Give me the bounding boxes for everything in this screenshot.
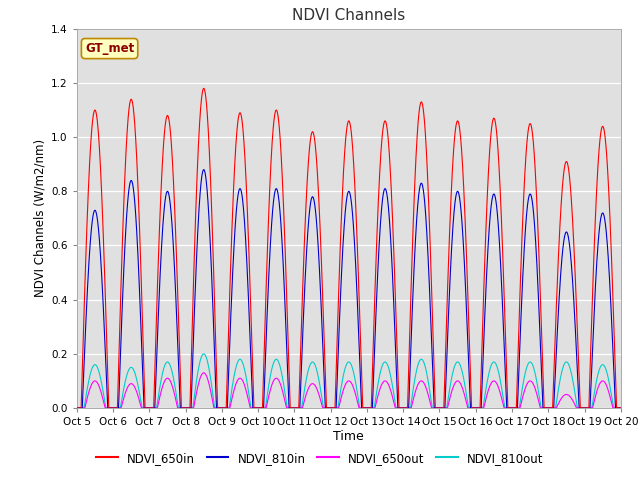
NDVI_810in xyxy=(189,343,197,349)
X-axis label: Time: Time xyxy=(333,430,364,443)
NDVI_650out xyxy=(184,405,191,411)
NDVI_810in xyxy=(501,367,509,372)
NDVI_650in xyxy=(424,180,431,185)
NDVI_650in xyxy=(615,405,623,411)
NDVI_810out xyxy=(73,405,81,411)
NDVI_650in xyxy=(73,405,81,411)
NDVI_810out xyxy=(501,405,509,411)
NDVI_650in xyxy=(617,405,625,411)
NDVI_650in xyxy=(501,322,509,328)
Legend: NDVI_650in, NDVI_810in, NDVI_650out, NDVI_810out: NDVI_650in, NDVI_810in, NDVI_650out, NDV… xyxy=(92,447,548,469)
NDVI_650out xyxy=(276,382,284,387)
Title: NDVI Channels: NDVI Channels xyxy=(292,9,405,24)
NDVI_650out xyxy=(200,370,207,376)
Line: NDVI_810out: NDVI_810out xyxy=(77,354,621,408)
NDVI_650out xyxy=(189,405,197,411)
NDVI_810in xyxy=(617,405,625,411)
NDVI_810in xyxy=(615,405,623,411)
NDVI_650out xyxy=(73,405,81,411)
NDVI_810in xyxy=(276,215,284,221)
NDVI_650out xyxy=(617,405,625,411)
NDVI_810in xyxy=(200,167,207,172)
NDVI_810in xyxy=(73,405,81,411)
Y-axis label: NDVI Channels (W/m2/nm): NDVI Channels (W/m2/nm) xyxy=(34,139,47,298)
NDVI_650in xyxy=(184,405,191,411)
NDVI_810out xyxy=(184,405,191,411)
NDVI_650in xyxy=(276,141,284,147)
Line: NDVI_810in: NDVI_810in xyxy=(77,169,621,408)
NDVI_650in xyxy=(189,291,197,297)
NDVI_810in xyxy=(424,249,431,255)
NDVI_810out xyxy=(617,405,625,411)
NDVI_810out xyxy=(200,351,207,357)
NDVI_810out xyxy=(615,405,623,411)
NDVI_650out xyxy=(615,405,623,411)
NDVI_650out xyxy=(424,391,431,396)
NDVI_810out xyxy=(424,376,431,382)
NDVI_810out xyxy=(276,365,284,371)
NDVI_650out xyxy=(501,405,509,411)
Line: NDVI_650out: NDVI_650out xyxy=(77,373,621,408)
Text: GT_met: GT_met xyxy=(85,42,134,55)
NDVI_810in xyxy=(184,405,191,411)
NDVI_650in xyxy=(200,85,207,91)
Line: NDVI_650in: NDVI_650in xyxy=(77,88,621,408)
NDVI_810out xyxy=(189,403,197,408)
